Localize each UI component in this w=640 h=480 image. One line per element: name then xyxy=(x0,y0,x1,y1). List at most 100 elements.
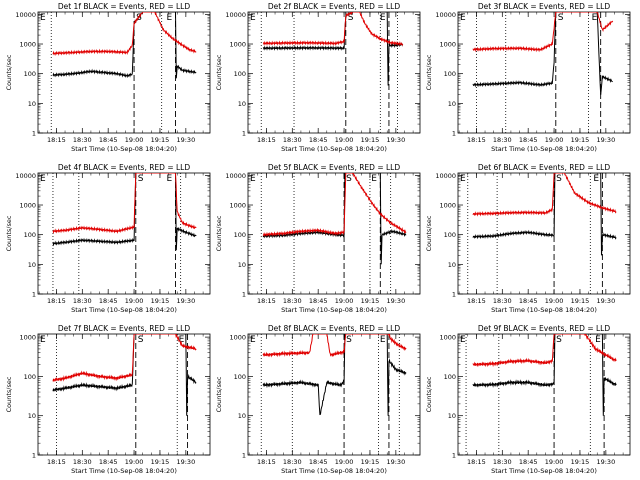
y-axis-label: Counts/sec xyxy=(5,54,13,90)
panel-det-3: Det 3f BLACK = Events, RED = LLD 1 10 100 10… xyxy=(425,2,631,153)
plot-frame xyxy=(37,333,211,456)
y-tick-label: 1000 xyxy=(229,334,246,342)
y-tick-label: 1000 xyxy=(19,202,36,210)
x-tick-label: 18:30 xyxy=(73,458,92,466)
lld-series-line xyxy=(52,12,197,56)
x-axis-label: Start Time (10-Sep-08 18:04:20) xyxy=(71,467,177,475)
y-tick-label: 10 xyxy=(448,412,456,420)
plot-frame xyxy=(457,11,631,134)
panel-title: Det 9f BLACK = Events, RED = LLD xyxy=(478,324,611,333)
y-tick-label: 100 xyxy=(444,373,456,381)
plot-frame xyxy=(37,172,211,295)
x-tick-label: 18:15 xyxy=(467,458,486,466)
y-tick-label: 100 xyxy=(234,373,246,381)
panel-det-6: Det 6f BLACK = Events, RED = LLD 1 10 100 10… xyxy=(425,163,631,314)
y-tick-label: 10000 xyxy=(435,172,456,180)
marker-label: S xyxy=(138,174,144,184)
x-tick-label: 19:15 xyxy=(151,297,170,305)
y-axis-label: Counts/sec xyxy=(215,376,223,412)
x-tick-label: 18:15 xyxy=(257,458,276,466)
panel-title: Det 4f BLACK = Events, RED = LLD xyxy=(58,163,191,172)
x-tick-label: 18:30 xyxy=(283,136,302,144)
x-tick-label: 19:00 xyxy=(335,297,354,305)
y-tick-label: 100 xyxy=(24,231,36,239)
panel-det-1: Det 1f BLACK = Events, RED = LLD 1 10 100 10… xyxy=(5,2,211,153)
lld-series-line xyxy=(262,173,407,237)
events-series-line xyxy=(262,12,404,86)
y-tick-label: 100 xyxy=(24,373,36,381)
panel-title: Det 5f BLACK = Events, RED = LLD xyxy=(268,163,401,172)
y-tick-label: 1000 xyxy=(19,41,36,49)
y-axis-label: Counts/sec xyxy=(215,54,223,90)
x-tick-label: 18:45 xyxy=(519,297,538,305)
y-axis-label: Counts/sec xyxy=(425,215,433,251)
marker-label: S xyxy=(558,13,564,23)
x-tick-label: 19:30 xyxy=(596,136,615,144)
y-tick-label: 1000 xyxy=(439,202,456,210)
marker-label: E xyxy=(380,13,386,23)
lld-series-line xyxy=(52,334,197,383)
events-series-line xyxy=(262,334,407,416)
x-tick-label: 18:15 xyxy=(467,297,486,305)
y-axis-label: Counts/sec xyxy=(5,215,13,251)
marker-label: E xyxy=(40,174,46,184)
y-tick-label: 10 xyxy=(28,261,36,269)
x-tick-label: 19:15 xyxy=(571,458,590,466)
x-tick-label: 19:00 xyxy=(545,458,564,466)
marker-label: E xyxy=(380,335,386,345)
panel-title: Det 2f BLACK = Events, RED = LLD xyxy=(268,2,401,11)
panel-det-2: Det 2f BLACK = Events, RED = LLD 1 10 100 10… xyxy=(215,2,421,153)
y-tick-label: 1000 xyxy=(439,41,456,49)
y-tick-label: 1000 xyxy=(229,202,246,210)
y-tick-label: 10 xyxy=(448,100,456,108)
x-tick-label: 18:30 xyxy=(493,297,512,305)
x-tick-label: 19:30 xyxy=(596,297,615,305)
marker-label: E xyxy=(166,13,172,23)
x-tick-label: 19:00 xyxy=(125,297,144,305)
events-series-line xyxy=(472,12,613,95)
lld-series-line xyxy=(472,334,617,368)
x-tick-label: 18:15 xyxy=(257,297,276,305)
events-series-line xyxy=(52,334,197,416)
x-axis-label: Start Time (10-Sep-08 18:04:20) xyxy=(491,306,597,314)
marker-label: E xyxy=(250,335,256,345)
x-tick-label: 19:00 xyxy=(335,136,354,144)
x-tick-label: 18:30 xyxy=(493,458,512,466)
y-tick-label: 1 xyxy=(32,291,36,299)
marker-label: S xyxy=(556,174,562,184)
y-axis-label: Counts/sec xyxy=(425,376,433,412)
plot-frame xyxy=(457,333,631,456)
x-tick-label: 18:30 xyxy=(493,136,512,144)
x-tick-label: 18:30 xyxy=(283,458,302,466)
x-tick-label: 18:30 xyxy=(73,297,92,305)
x-axis-label: Start Time (10-Sep-08 18:04:20) xyxy=(71,145,177,153)
x-tick-label: 19:15 xyxy=(361,136,380,144)
y-tick-label: 10000 xyxy=(15,11,36,19)
lld-series-line xyxy=(472,173,617,217)
x-tick-label: 18:45 xyxy=(519,458,538,466)
y-tick-label: 10000 xyxy=(225,11,246,19)
y-tick-label: 1 xyxy=(242,452,246,460)
x-tick-label: 19:00 xyxy=(335,458,354,466)
events-series-line xyxy=(52,173,197,251)
x-tick-label: 18:45 xyxy=(99,136,118,144)
panel-det-5: Det 5f BLACK = Events, RED = LLD 1 10 100 10… xyxy=(215,163,421,314)
x-tick-label: 19:30 xyxy=(386,297,405,305)
marker-label: E xyxy=(595,335,601,345)
panel-det-8: Det 8f BLACK = Events, RED = LLD 1 10 100 10… xyxy=(215,324,421,475)
panel-det-7: Det 7f BLACK = Events, RED = LLD 1 10 100 10… xyxy=(5,324,211,475)
y-tick-label: 1000 xyxy=(229,41,246,49)
x-tick-label: 18:45 xyxy=(309,297,328,305)
x-tick-label: 19:00 xyxy=(125,136,144,144)
plot-frame xyxy=(247,11,421,134)
x-tick-label: 19:00 xyxy=(125,458,144,466)
marker-label: S xyxy=(346,335,352,345)
x-axis-label: Start Time (10-Sep-08 18:04:20) xyxy=(281,306,387,314)
y-tick-label: 10 xyxy=(238,412,246,420)
x-tick-label: 19:15 xyxy=(571,136,590,144)
y-tick-label: 1 xyxy=(452,452,456,460)
x-tick-label: 18:15 xyxy=(467,136,486,144)
events-series-line xyxy=(472,173,617,256)
y-tick-label: 1 xyxy=(242,291,246,299)
